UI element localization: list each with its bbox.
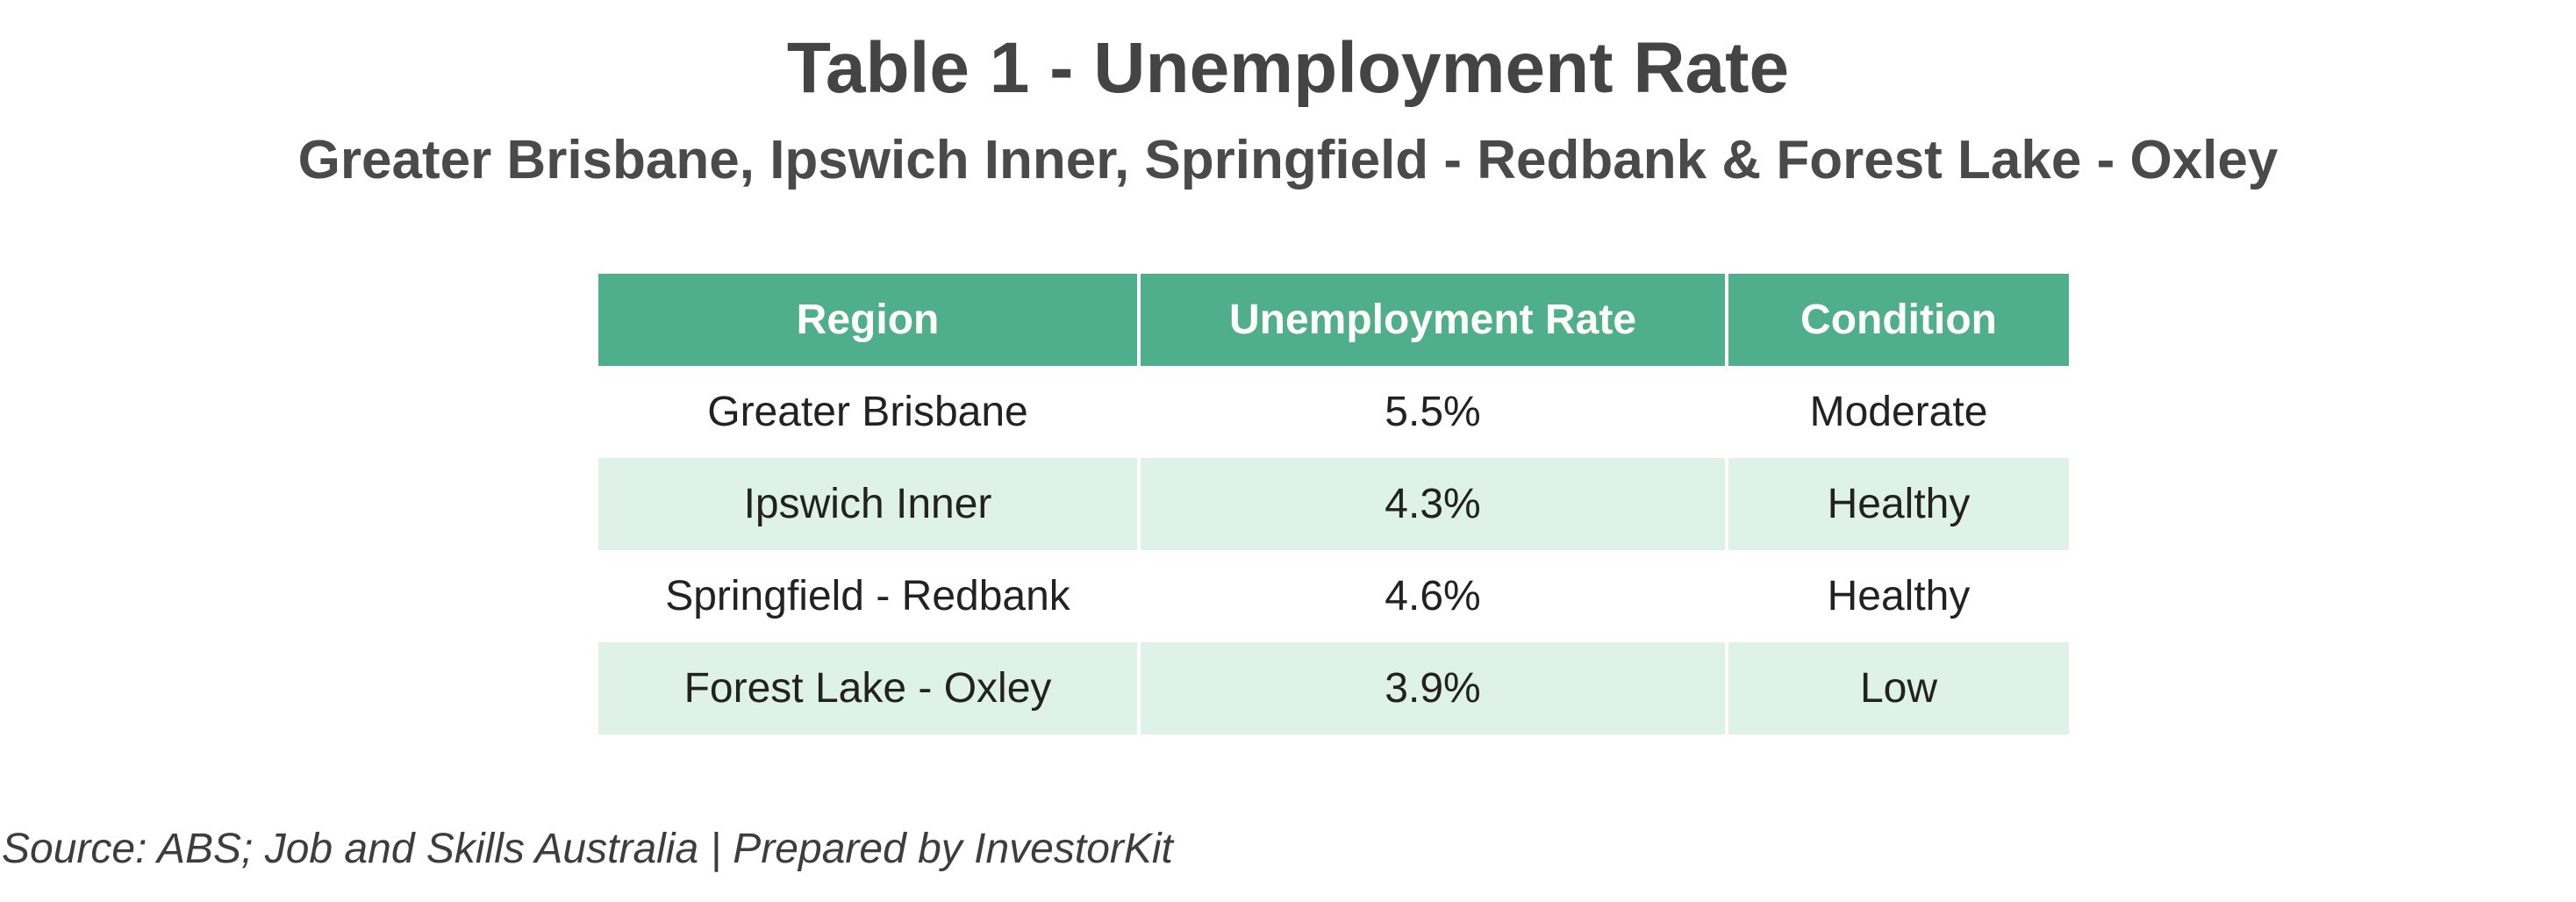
cell-condition: Healthy [1725,550,2069,642]
table-row: Springfield - Redbank 4.6% Healthy [598,550,2069,642]
cell-unemployment-rate: 5.5% [1137,366,1727,458]
source-note: Source: ABS; Job and Skills Australia | … [2,826,1173,872]
cell-condition: Healthy [1725,458,2069,550]
cell-region: Springfield - Redbank [665,573,1070,619]
cell-region: Forest Lake - Oxley [598,642,1139,734]
cell-region: Ipswich Inner [598,458,1139,550]
cell-condition: Moderate [1725,366,2069,458]
column-header-region: Region [598,274,1139,366]
table-subtitle: Greater Brisbane, Ipswich Inner, Springf… [297,130,2279,190]
cell-unemployment-rate: 4.3% [1137,458,1727,550]
column-header-unemployment-rate: Unemployment Rate [1137,274,1727,366]
table-header-row: Region Unemployment Rate Condition [598,274,2069,366]
cell-region: Greater Brisbane [707,389,1028,435]
table-title: Table 1 - Unemployment Rate [786,28,1790,108]
cell-condition: Low [1725,642,2069,734]
unemployment-table: Region Unemployment Rate Condition Great… [598,274,2069,734]
table-row: Ipswich Inner 4.3% Healthy [598,458,2069,550]
column-header-condition: Condition [1725,274,2069,366]
table-row: Greater Brisbane 5.5% Moderate [598,366,2069,458]
cell-unemployment-rate: 3.9% [1137,642,1727,734]
table-row: Forest Lake - Oxley 3.9% Low [598,642,2069,734]
cell-unemployment-rate: 4.6% [1137,550,1727,642]
